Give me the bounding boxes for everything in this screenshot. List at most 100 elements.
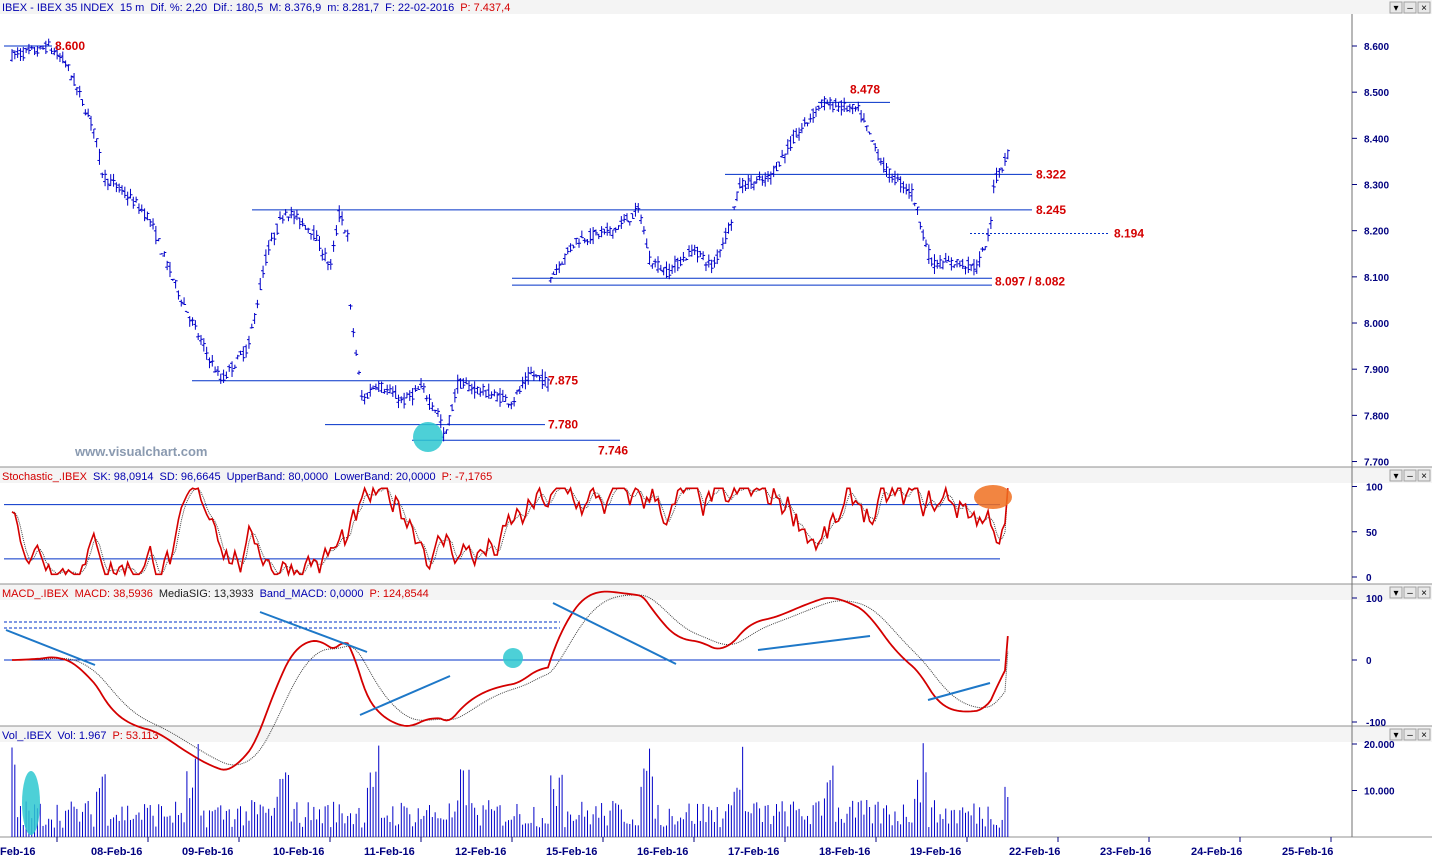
stoch-k-line: [11, 485, 1009, 578]
panel-menu-button[interactable]: ▾: [1389, 586, 1403, 599]
low-highlight-circle: [413, 422, 443, 452]
price-bar: [943, 252, 948, 263]
price-bar: [932, 254, 937, 275]
date-label-19-Feb-16: 19-Feb-16: [910, 846, 961, 857]
price-bar: [658, 264, 663, 271]
price-bar: [292, 210, 297, 225]
price-bar: [794, 128, 799, 138]
panel-menu-button[interactable]: ▾: [1389, 1, 1403, 14]
price-bar: [732, 206, 737, 210]
price-bar: [912, 202, 917, 207]
price-bar: [509, 401, 514, 410]
price-bar: [201, 338, 206, 352]
price-bar: [760, 175, 765, 186]
price-bar: [876, 149, 881, 161]
price-bar: [444, 429, 449, 434]
price-bar: [957, 260, 962, 268]
level-label-8097-8082: 8.097 / 8.082: [995, 274, 1065, 288]
price-bar: [258, 277, 263, 291]
price-bar: [514, 389, 519, 395]
stoch-name: Stochastic_.IBEX: [2, 471, 88, 483]
price-bar: [695, 246, 700, 263]
macd-trendline: [259, 611, 368, 653]
price-bar: [630, 213, 635, 219]
price-bar: [320, 249, 325, 261]
macd-trendline: [552, 602, 677, 665]
close-button[interactable]: ×: [1417, 586, 1431, 599]
price-bar: [845, 105, 850, 112]
price-tick-label: 8.400: [1364, 134, 1389, 145]
panel-menu-button[interactable]: ▾: [1389, 728, 1403, 741]
panel-menu-button[interactable]: ▾: [1389, 469, 1403, 482]
price-bar: [918, 221, 923, 230]
price-bar: [272, 232, 277, 246]
minimize-button[interactable]: –: [1403, 728, 1417, 741]
p-label: P:: [460, 2, 470, 14]
close-button[interactable]: ×: [1417, 469, 1431, 482]
price-bar: [718, 249, 723, 258]
price-bar: [960, 258, 965, 269]
price-bar: [819, 99, 824, 109]
price-bar: [557, 261, 562, 274]
button-frame: [1403, 1, 1417, 14]
price-bar: [599, 226, 604, 238]
price-bar: [828, 97, 833, 110]
price-bar: [72, 73, 77, 86]
price-tick-label: 7.900: [1364, 365, 1389, 376]
sk-value: 98,0914: [114, 471, 154, 483]
price-bar: [1000, 167, 1005, 173]
price-bar: [52, 47, 57, 56]
price-bar: [314, 230, 319, 242]
price-bar: [125, 191, 130, 206]
price-bar: [757, 171, 762, 181]
macd-trendline: [757, 635, 871, 651]
level-label-8600: 8.600: [55, 39, 85, 53]
minimize-button[interactable]: –: [1403, 586, 1417, 599]
price-bar: [512, 396, 517, 407]
close-button[interactable]: ×: [1417, 1, 1431, 14]
price-bar: [531, 370, 536, 381]
price-bar: [983, 246, 988, 251]
minimize-button[interactable]: –: [1403, 469, 1417, 482]
date-label-16-Feb-16: 16-Feb-16: [637, 846, 688, 857]
volume-tick-label: 10.000: [1364, 787, 1395, 798]
price-bar: [32, 47, 37, 56]
price-bar: [537, 375, 542, 382]
price-bar: [275, 223, 280, 235]
price-bar: [706, 254, 711, 268]
price-bar: [337, 205, 342, 223]
price-bar: [703, 262, 708, 272]
price-bar: [667, 263, 672, 280]
minimize-button[interactable]: –: [1403, 1, 1417, 14]
date-label-22-Feb-16: 22-Feb-16: [1009, 846, 1060, 857]
price-bar: [1005, 149, 1010, 160]
close-button[interactable]: ×: [1417, 728, 1431, 741]
price-bar: [503, 394, 508, 402]
price-bar: [88, 115, 93, 131]
price-bar: [184, 310, 189, 313]
price-bar: [771, 165, 776, 178]
price-bar: [924, 239, 929, 248]
price-bar: [977, 251, 982, 268]
price-bar: [261, 265, 266, 278]
price-bar: [672, 255, 677, 273]
price-bar: [204, 346, 209, 360]
stoch-d-line: [11, 487, 1009, 576]
price-bar: [782, 153, 787, 164]
price-bar: [376, 380, 381, 392]
button-frame: [1417, 469, 1431, 482]
volume-panel: [11, 743, 1009, 837]
price-bar: [830, 101, 835, 113]
price-bar: [266, 240, 271, 256]
price-bar: [853, 106, 858, 112]
price-bar: [269, 232, 274, 242]
level-label-8194: 8.194: [1114, 226, 1144, 240]
price-bar: [692, 244, 697, 256]
close-icon: ×: [1421, 471, 1427, 482]
price-bar: [543, 371, 548, 387]
price-bar: [560, 261, 565, 265]
price-bar: [966, 256, 971, 274]
price-bar: [413, 385, 418, 392]
price-bar: [664, 261, 669, 279]
